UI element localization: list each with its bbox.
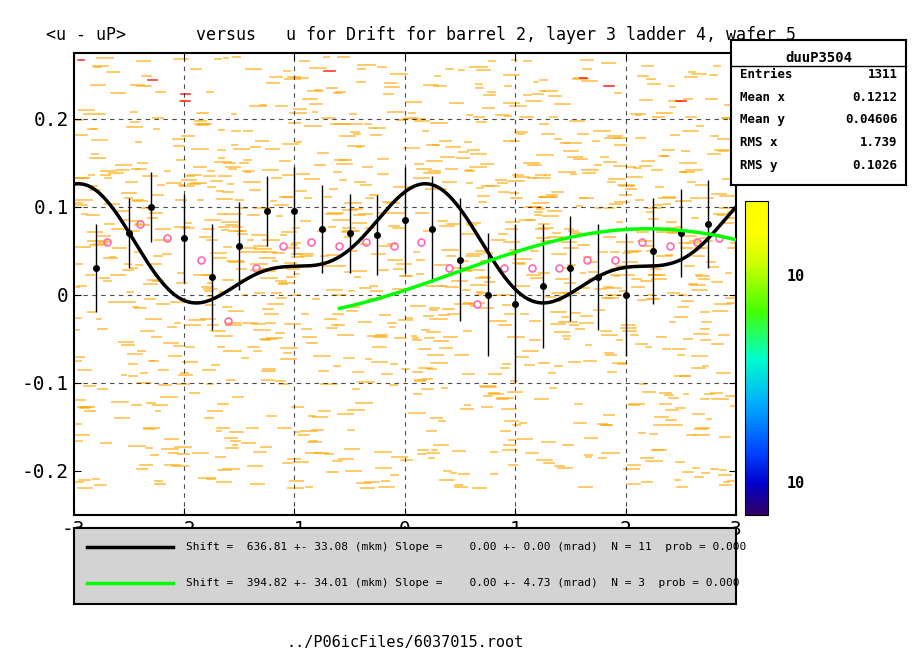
Text: Shift =  636.81 +- 33.08 (mkm) Slope =    0.00 +- 0.00 (mrad)  N = 11  prob = 0.: Shift = 636.81 +- 33.08 (mkm) Slope = 0.… (186, 542, 745, 552)
Text: RMS x: RMS x (740, 136, 777, 149)
Text: 0.1026: 0.1026 (852, 160, 897, 172)
Text: Shift =  394.82 +- 34.01 (mkm) Slope =    0.00 +- 4.73 (mrad)  N = 3  prob = 0.0: Shift = 394.82 +- 34.01 (mkm) Slope = 0.… (186, 578, 739, 587)
Text: 1.739: 1.739 (859, 136, 897, 149)
Text: ../P06icFiles/6037015.root: ../P06icFiles/6037015.root (286, 635, 523, 650)
Text: Mean y: Mean y (740, 113, 784, 126)
Text: Mean x: Mean x (740, 91, 784, 104)
Text: 1311: 1311 (867, 68, 897, 81)
Text: 0.04606: 0.04606 (844, 113, 897, 126)
Text: 10: 10 (786, 477, 804, 492)
Text: 0.1212: 0.1212 (852, 91, 897, 104)
Text: RMS y: RMS y (740, 160, 777, 172)
Text: 10: 10 (786, 269, 804, 284)
Text: duuP3504: duuP3504 (785, 51, 851, 65)
Text: <u - uP>       versus   u for Drift for barrel 2, layer 3 ladder 4, wafer 5: <u - uP> versus u for Drift for barrel 2… (46, 26, 795, 44)
Text: Entries: Entries (740, 68, 792, 81)
